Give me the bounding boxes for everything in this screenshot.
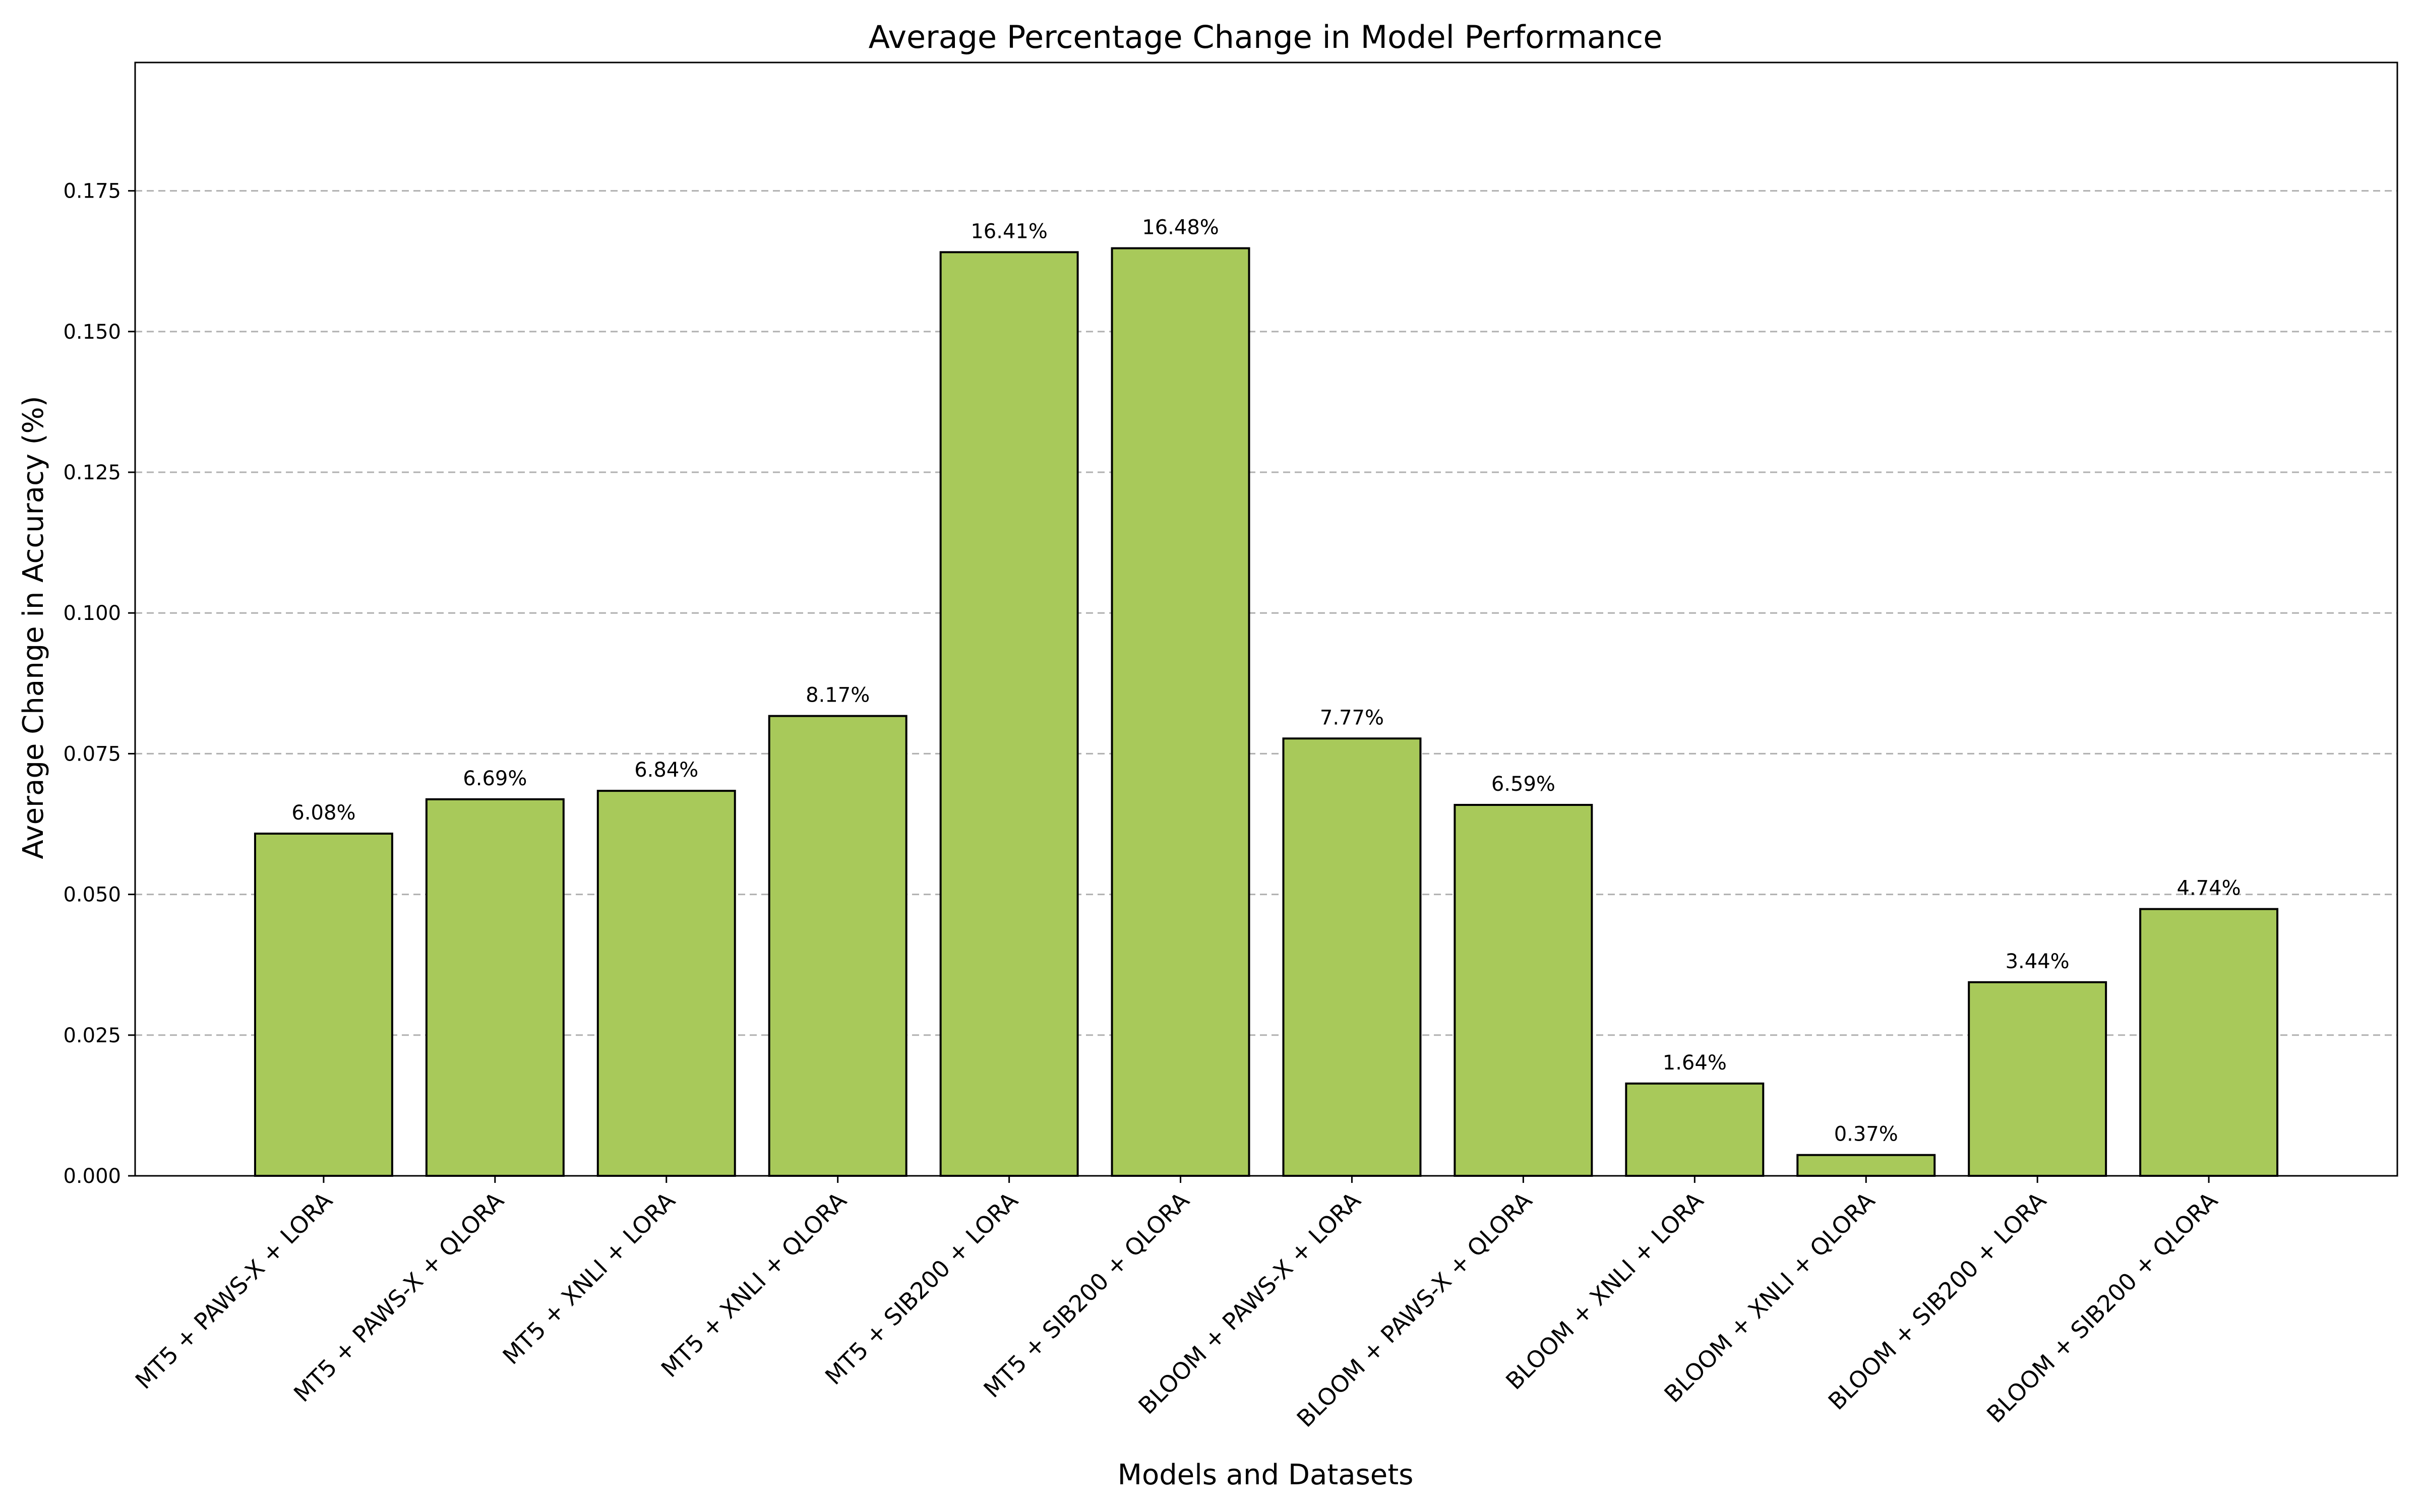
bar-value-label: 4.74% xyxy=(2177,877,2241,900)
x-tick-label: MT5 + XNLI + LORA xyxy=(497,1186,680,1369)
x-tick-label: MT5 + SIB200 + LORA xyxy=(820,1186,1023,1390)
bar-value-label: 6.69% xyxy=(463,767,527,790)
bar xyxy=(1968,981,2107,1177)
bar-value-label: 16.41% xyxy=(971,220,1048,243)
bar xyxy=(2139,908,2279,1177)
bar xyxy=(425,798,565,1177)
y-tick-label: 0.025 xyxy=(63,1024,121,1047)
plot-frame xyxy=(134,61,2398,1177)
y-tick-label: 0.100 xyxy=(63,602,121,625)
bar xyxy=(1282,737,1422,1177)
y-axis-ticks: 0.000 0.025 0.050 0.075 0.100 0.125 0.150 0.175 xyxy=(63,180,135,1188)
chart-title: Average Percentage Change in Model Perfo… xyxy=(869,19,1663,55)
bar-value-label: 6.84% xyxy=(634,759,698,782)
y-tick-label: 0.150 xyxy=(63,321,121,344)
x-tick-label: MT5 + XNLI + QLORA xyxy=(656,1186,852,1382)
bar-value-label: 16.48% xyxy=(1142,216,1219,239)
bar xyxy=(768,715,908,1177)
bar-value-label: 1.64% xyxy=(1663,1051,1727,1075)
bars xyxy=(254,247,2279,1177)
x-axis-label: Models and Datasets xyxy=(1118,1459,1414,1491)
y-tick-label: 0.050 xyxy=(63,884,121,907)
bar xyxy=(939,251,1079,1177)
data-labels: 6.08% 6.69% 6.84% 8.17% 16.41% 16.48% 7.77% 6.5… xyxy=(291,216,2241,1146)
bar-value-label: 7.77% xyxy=(1320,706,1384,729)
x-tick-label: MT5 + PAWS-X + LORA xyxy=(130,1186,338,1394)
y-tick-label: 0.175 xyxy=(63,180,121,203)
bar xyxy=(254,832,393,1177)
y-axis-label: Average Change in Accuracy (%) xyxy=(17,396,50,859)
bar-value-label: 6.08% xyxy=(291,801,355,825)
y-tick-label: 0.125 xyxy=(63,461,121,484)
bar xyxy=(596,790,736,1177)
x-tick-label: BLOOM + XNLI + LORA xyxy=(1500,1186,1709,1395)
bar xyxy=(1796,1154,1936,1177)
bar xyxy=(1625,1082,1765,1177)
bar-value-label: 6.59% xyxy=(1491,773,1555,796)
bar xyxy=(1111,247,1250,1177)
bar-value-label: 8.17% xyxy=(806,684,870,707)
bar-value-label: 0.37% xyxy=(1834,1123,1898,1146)
bar-value-label: 3.44% xyxy=(2006,950,2070,973)
y-tick-label: 0.000 xyxy=(63,1165,121,1188)
bar xyxy=(1454,804,1593,1177)
y-tick-label: 0.075 xyxy=(63,742,121,766)
